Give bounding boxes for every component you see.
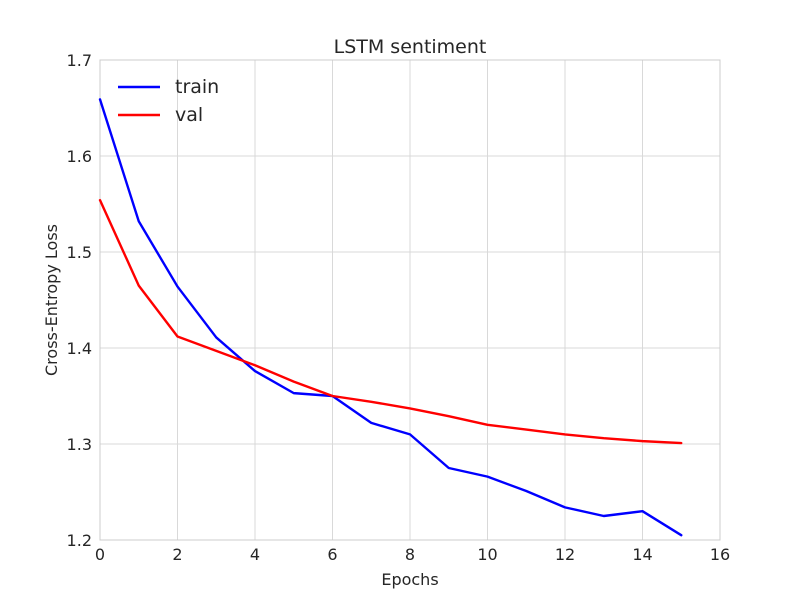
x-tick-label: 2: [172, 545, 182, 564]
legend-label-val: val: [175, 104, 203, 126]
x-tick-label: 12: [555, 545, 575, 564]
y-axis-label: Cross-Entropy Loss: [42, 224, 61, 376]
x-tick-label: 14: [632, 545, 652, 564]
y-tick-label: 1.3: [67, 435, 92, 454]
series-lines: [98, 98, 683, 537]
y-tick-label: 1.7: [67, 51, 92, 70]
x-tick-label: 10: [477, 545, 497, 564]
y-tick-label: 1.5: [67, 243, 92, 262]
tick-labels: 0 2 4 6 8 10 12 14 16 1.2 1.3 1.4 1.5 1.6 1.7: [67, 51, 731, 564]
plot-frame: [99, 59, 721, 541]
y-tick-label: 1.6: [67, 147, 92, 166]
x-tick-label: 4: [250, 545, 260, 564]
x-axis-label: Epochs: [381, 570, 438, 589]
series-line-train: [98, 98, 683, 537]
y-tick-label: 1.4: [67, 339, 92, 358]
x-tick-label: 6: [327, 545, 337, 564]
x-tick-label: 0: [95, 545, 105, 564]
x-tick-label: 8: [405, 545, 415, 564]
legend: train val: [118, 76, 219, 126]
y-tick-label: 1.2: [67, 531, 92, 550]
legend-label-train: train: [175, 76, 219, 98]
chart-title: LSTM sentiment: [334, 36, 487, 58]
series-line-val: [98, 198, 683, 445]
grid-lines: [99, 59, 721, 541]
x-tick-label: 16: [710, 545, 730, 564]
